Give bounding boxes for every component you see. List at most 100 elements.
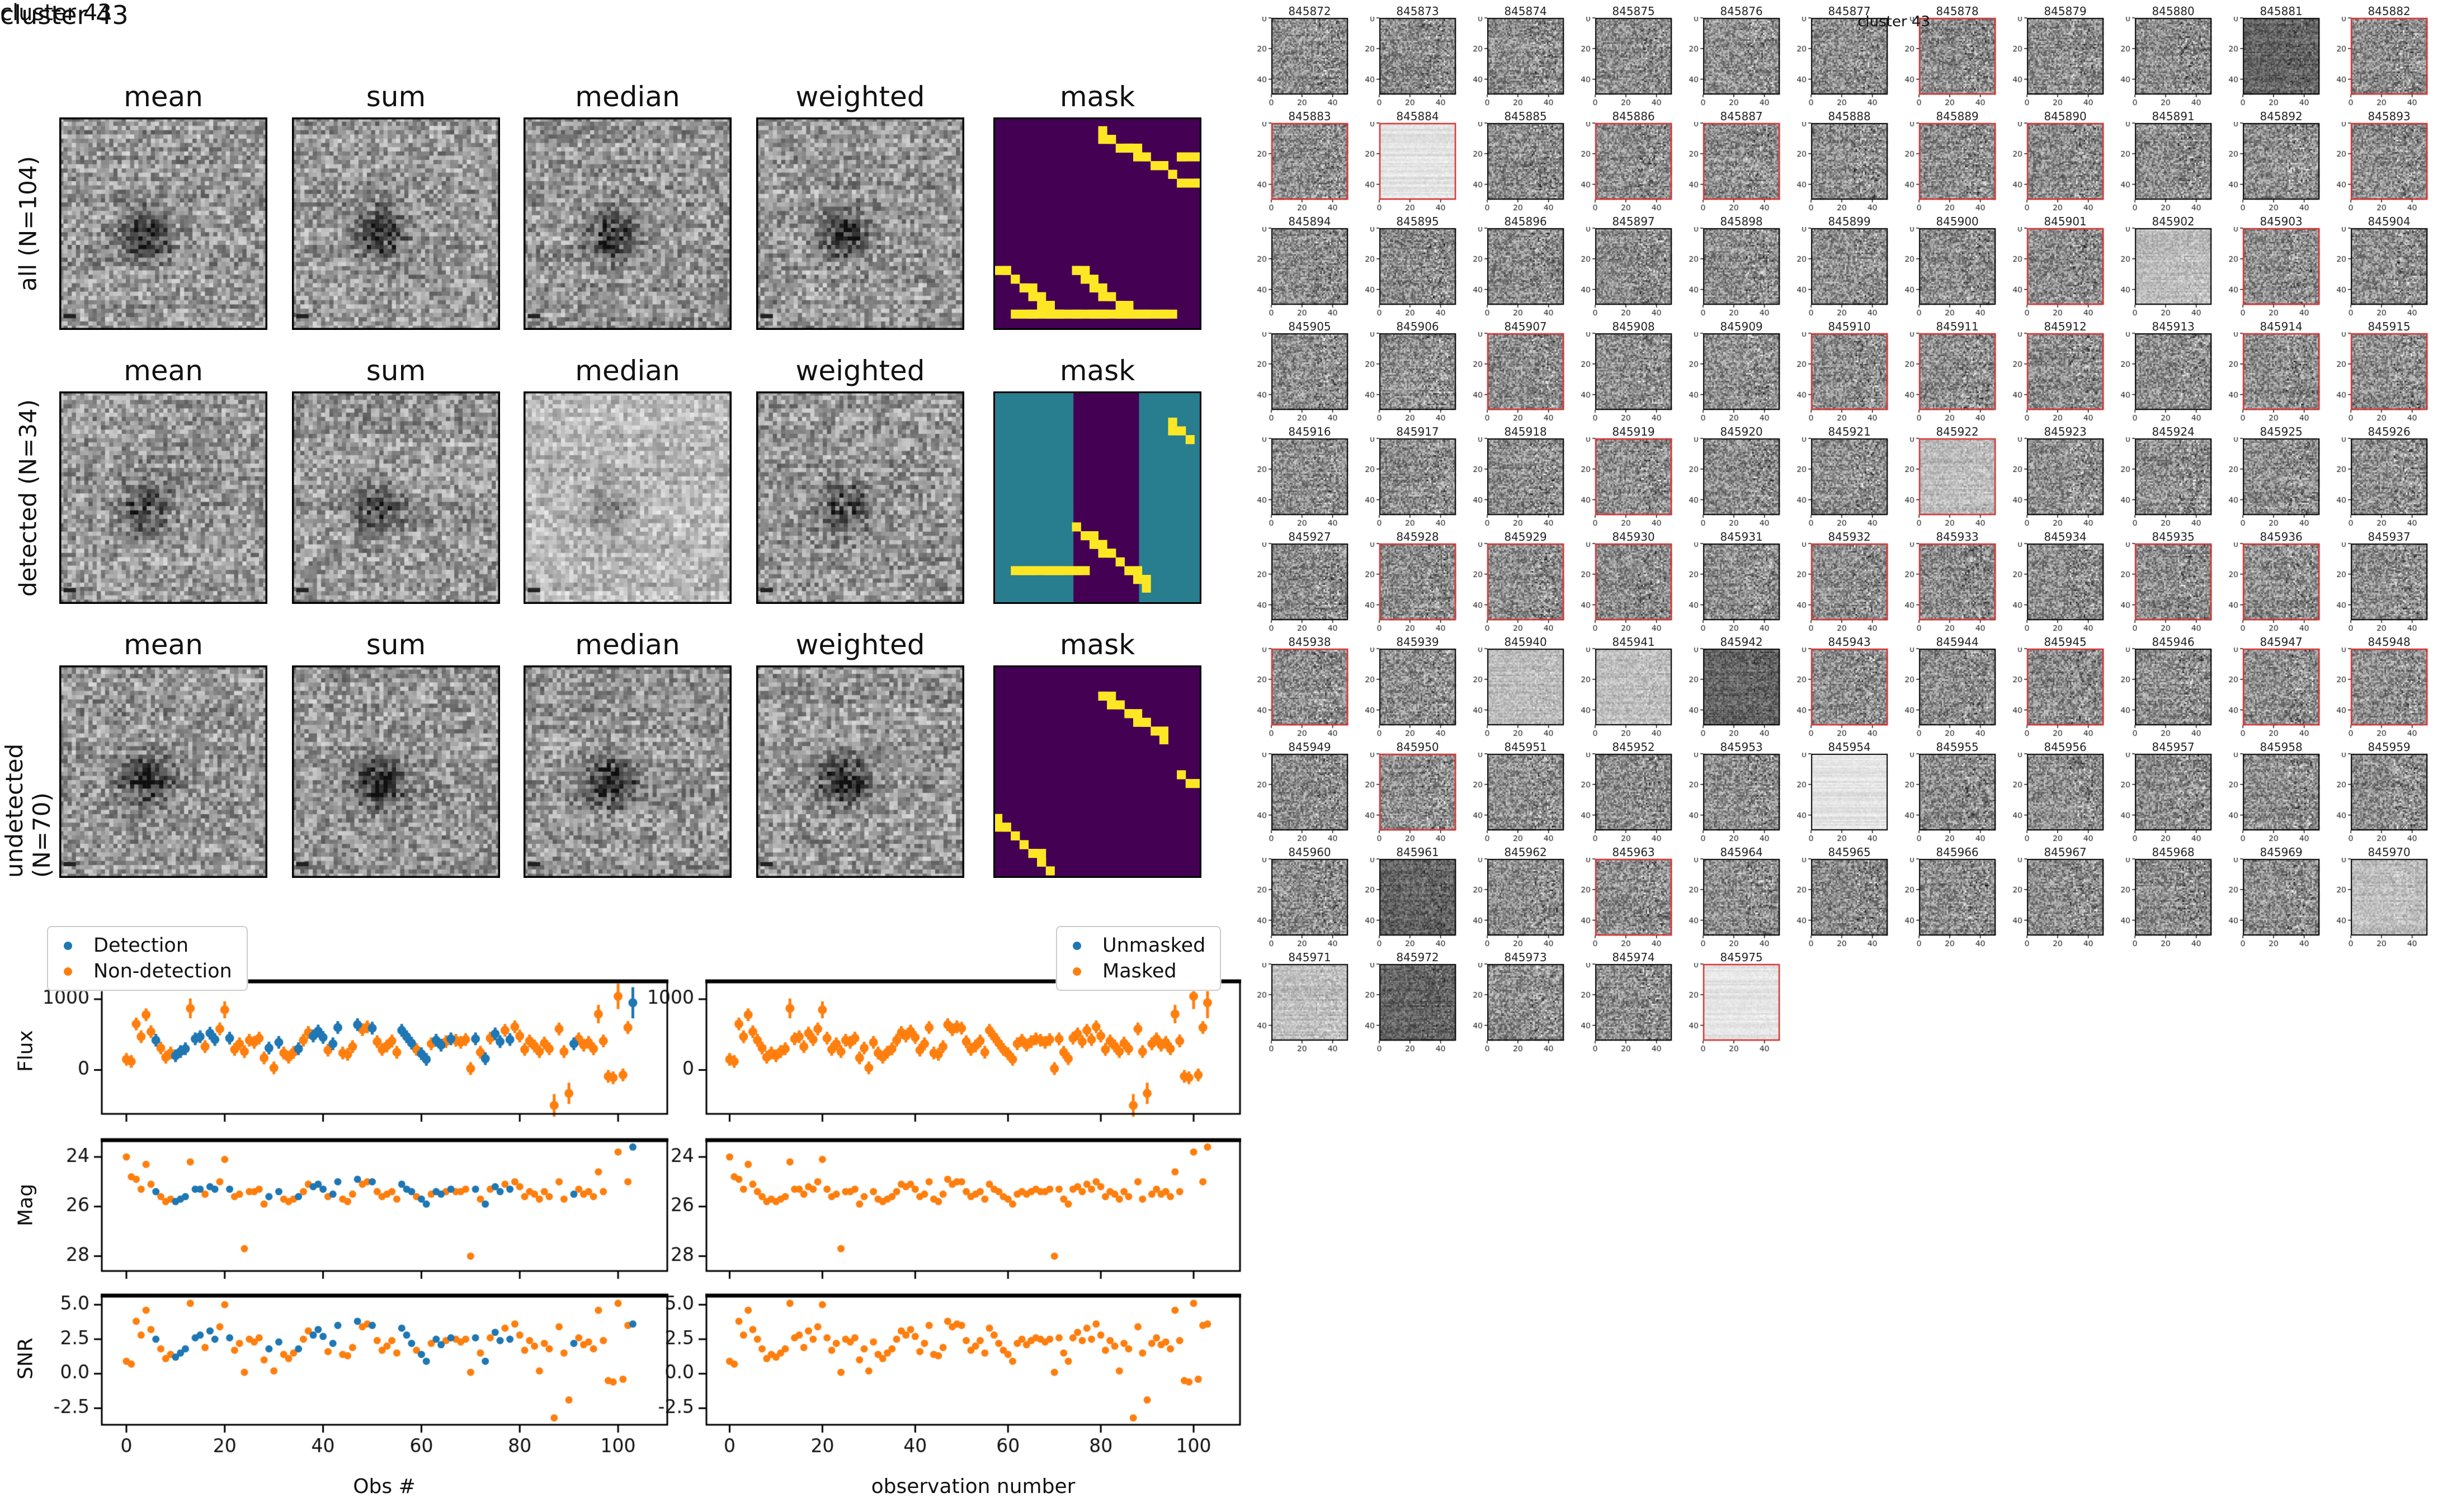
- thumbnail-image: [1687, 648, 1795, 739]
- thumbnail-image: [2011, 858, 2119, 949]
- thumbnail-cell: 845973: [1472, 949, 1580, 1055]
- cutout-image-weighted: [756, 665, 964, 878]
- thumbnail-id-label: 845913: [2152, 320, 2195, 333]
- thumbnail-id-label: 845964: [1720, 845, 1763, 859]
- thumbnail-image: [2335, 332, 2443, 424]
- thumbnail-cell: 845880: [2119, 3, 2227, 108]
- thumbnail-cell: 845971: [1256, 949, 1364, 1055]
- thumbnail-image: [2119, 17, 2227, 108]
- thumbnail-id-label: 845877: [1828, 4, 1871, 18]
- thumbnail-image: [1472, 858, 1580, 949]
- thumbnail-image: [2011, 648, 2119, 739]
- thumbnail-cell: 845916: [1256, 424, 1364, 529]
- thumbnail-id-label: 845900: [1936, 215, 1979, 228]
- thumbnail-image: [1580, 122, 1687, 214]
- thumbnail-image: [1580, 542, 1687, 634]
- thumbnail-id-label: 845972: [1396, 951, 1439, 964]
- thumbnail-image: [1580, 227, 1687, 319]
- thumbnail-cell: 845972: [1364, 949, 1472, 1055]
- thumbnail-id-label: 845920: [1720, 425, 1763, 438]
- legend-detection: Detection Non-detection: [47, 926, 248, 991]
- thumbnail-image: [1795, 227, 1903, 319]
- thumbnail-id-label: 845947: [2260, 635, 2303, 649]
- thumbnail-cell: 845961: [1364, 844, 1472, 949]
- thumbnail-id-label: 845923: [2044, 425, 2087, 438]
- thumbnail-cell: 845968: [2119, 844, 2227, 949]
- thumbnail-image: [1580, 332, 1687, 424]
- thumbnail-id-label: 845960: [1288, 845, 1331, 859]
- thumbnail-grid: 845872 845873 845874 845875 845876 845877 8458…: [1256, 3, 2453, 1055]
- detection-marker-icon: [64, 941, 72, 950]
- thumbnail-id-label: 845880: [2152, 4, 2195, 18]
- thumbnail-image: [1795, 332, 1903, 424]
- thumbnail-id-label: 845891: [2152, 110, 2195, 123]
- thumbnail-id-label: 845893: [2368, 110, 2411, 123]
- thumbnail-image: [1364, 858, 1472, 949]
- thumbnail-image: [2011, 542, 2119, 634]
- cutout-image-sum: [292, 117, 500, 330]
- thumbnail-cell: 845956: [2011, 739, 2119, 844]
- thumbnail-cell: 845908: [1580, 319, 1687, 424]
- thumbnail-id-label: 845906: [1396, 320, 1439, 333]
- thumbnail-cell: 845907: [1472, 319, 1580, 424]
- thumbnail-cell: 845921: [1795, 424, 1903, 529]
- row-label: undetected (N=70): [1, 743, 55, 878]
- thumbnail-cell: 845940: [1472, 634, 1580, 739]
- column-header: sum: [366, 629, 426, 661]
- thumbnail-image: [1795, 437, 1903, 529]
- thumbnail-cell: 845919: [1580, 424, 1687, 529]
- thumbnail-cell: 845966: [1903, 844, 2011, 949]
- thumbnail-id-label: 845907: [1504, 320, 1547, 333]
- thumbnail-cell: 845878: [1903, 3, 2011, 108]
- thumbnail-cell: 845913: [2119, 319, 2227, 424]
- thumbnail-image: [1580, 17, 1687, 108]
- thumbnail-cell: 845926: [2335, 424, 2443, 529]
- column-header: mask: [1059, 629, 1135, 661]
- column-header: weighted: [795, 629, 925, 661]
- thumbnail-id-label: 845922: [1936, 425, 1979, 438]
- thumbnail-cell: 845883: [1256, 108, 1364, 214]
- legend-label: Detection: [93, 934, 189, 957]
- thumbnail-cell: 845942: [1687, 634, 1795, 739]
- thumbnail-id-label: 845908: [1612, 320, 1655, 333]
- thumbnail-image: [1256, 648, 1364, 739]
- thumbnail-cell: 845939: [1364, 634, 1472, 739]
- thumbnail-id-label: 845902: [2152, 215, 2195, 228]
- thumbnail-id-label: 845875: [1612, 4, 1655, 18]
- thumbnail-image: [1364, 17, 1472, 108]
- thumbnail-image: [1364, 122, 1472, 214]
- thumbnail-cell: 845962: [1472, 844, 1580, 949]
- mask-image: [993, 665, 1201, 878]
- thumbnail-cell: 845904: [2335, 214, 2443, 319]
- mask-image: [993, 117, 1201, 330]
- thumbnail-cell: 845941: [1580, 634, 1687, 739]
- row-label: detected (N=34): [14, 399, 42, 597]
- thumbnail-cell: 845905: [1256, 319, 1364, 424]
- thumbnail-cell: 845951: [1472, 739, 1580, 844]
- thumbnail-cell: 845959: [2335, 739, 2443, 844]
- thumbnail-id-label: 845962: [1504, 845, 1547, 859]
- thumbnail-id-label: 845938: [1288, 635, 1331, 649]
- thumbnail-cell: 845938: [1256, 634, 1364, 739]
- thumbnail-id-label: 845889: [1936, 110, 1979, 123]
- thumbnail-id-label: 845886: [1612, 110, 1655, 123]
- thumbnail-id-label: 845909: [1720, 320, 1763, 333]
- thumbnail-cell: 845946: [2119, 634, 2227, 739]
- thumbnail-image: [1256, 227, 1364, 319]
- thumbnail-cell: 845925: [2227, 424, 2335, 529]
- legend-label: Unmasked: [1102, 934, 1206, 957]
- thumbnail-id-label: 845927: [1288, 530, 1331, 544]
- column-header: median: [575, 629, 680, 661]
- thumbnail-id-label: 845974: [1612, 951, 1655, 964]
- legend-label: Masked: [1102, 960, 1177, 982]
- thumbnail-cell: 845887: [1687, 108, 1795, 214]
- column-header: sum: [366, 355, 426, 387]
- column-header: median: [575, 355, 680, 387]
- thumbnail-id-label: 845957: [2152, 740, 2195, 754]
- thumbnail-image: [1364, 753, 1472, 844]
- snr-axis-label: SNR: [14, 1338, 37, 1380]
- thumbnail-image: [2227, 858, 2335, 949]
- flux-axis-label: Flux: [14, 1030, 37, 1072]
- thumbnail-cell: 845975: [1687, 949, 1795, 1055]
- thumbnail-image: [1364, 437, 1472, 529]
